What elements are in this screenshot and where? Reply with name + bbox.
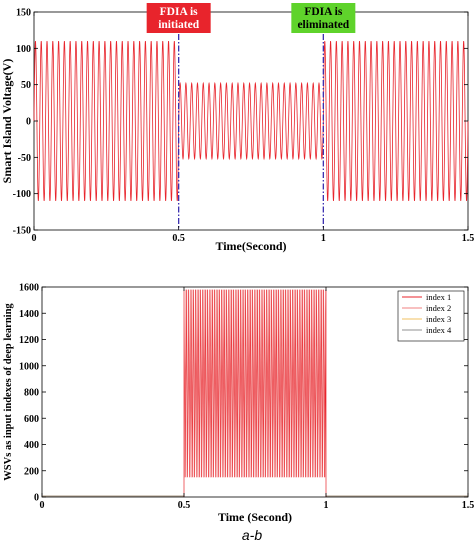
voltage-y-tick-label: 100	[16, 44, 31, 55]
voltage-y-tick-label: -50	[18, 153, 31, 164]
event-lines	[178, 34, 324, 230]
wsv-x-tick-label: 0.5	[178, 500, 191, 511]
voltage-x-axis-label: Time(Second)	[215, 239, 286, 253]
voltage-x-tick-label: 0	[32, 233, 37, 244]
wsv-y-tick-label: 1600	[19, 283, 39, 294]
voltage-chart: 0 0.5 1 1.5 -150 -100 -50 0 50 100 150 Time(Secon…	[0, 3, 474, 253]
wsv-y-tick-label: 0	[34, 493, 39, 504]
wsv-y-tick-label: 800	[24, 388, 39, 399]
wsv-y-axis-label: WSVs as input indexes of deep learning	[3, 303, 14, 481]
wsv-y-tick-label: 1400	[19, 309, 39, 320]
voltage-x-tick-label: 1.5	[462, 233, 474, 244]
legend-label-1: index 1	[426, 292, 451, 302]
legend-label-2: index 2	[426, 303, 451, 313]
voltage-waveform	[33, 41, 469, 201]
voltage-x-tick-label: 0.5	[172, 233, 185, 244]
annotation-box-1	[146, 3, 211, 33]
annotation-text-1: FDIA is	[160, 6, 199, 18]
figure-caption: a-b	[242, 527, 262, 543]
annotation-text-1: initiated	[158, 19, 199, 31]
annotation-text-2: eliminated	[297, 19, 349, 31]
wsv-series	[42, 289, 468, 497]
wsv-y-ticks: 0 200 400 600 800 1000 1200 1400 1600	[19, 283, 468, 504]
wsv-y-tick-label: 1200	[19, 335, 39, 346]
voltage-y-tick-label: 0	[26, 117, 31, 128]
wsv-y-tick-label: 200	[24, 466, 39, 477]
voltage-x-tick-label: 1	[321, 233, 326, 244]
voltage-y-axis-label: Smart Island Voltage(V)	[0, 59, 14, 184]
wsv-x-tick-label: 0	[40, 500, 45, 511]
wsv-x-ticks: 0 0.5 1 1.5	[40, 287, 474, 511]
legend-box	[397, 290, 465, 342]
voltage-y-tick-label: -100	[13, 189, 31, 200]
voltage-y-tick-label: 50	[21, 80, 31, 91]
annotation-text-2: FDIA is	[304, 6, 343, 18]
wsv-chart: 0 0.5 1 1.5 0 200 400 600 800 1000 1200 1400 1600 T…	[3, 283, 474, 525]
voltage-y-tick-label: 150	[16, 8, 31, 19]
wsv-y-tick-label: 1000	[19, 361, 39, 372]
wsv-y-tick-label: 600	[24, 414, 39, 425]
annotation-box-2	[291, 3, 356, 33]
wsv-x-tick-label: 1	[324, 500, 329, 511]
legend-label-4: index 4	[426, 325, 452, 335]
wsv-x-tick-label: 1.5	[462, 500, 474, 511]
voltage-y-ticks: -150 -100 -50 0 50 100 150	[13, 8, 468, 237]
voltage-x-ticks: 0 0.5 1 1.5	[32, 12, 474, 244]
wsv-x-axis-label: Time (Second)	[218, 510, 292, 524]
wsv-y-tick-label: 400	[24, 440, 39, 451]
legend-label-3: index 3	[426, 314, 451, 324]
voltage-y-tick-label: -150	[13, 226, 31, 237]
wsv-oscillation-index-2	[183, 289, 326, 478]
